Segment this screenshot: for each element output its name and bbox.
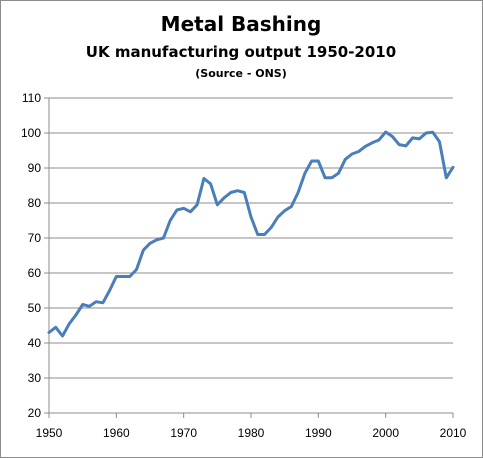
y-tick-label: 30 — [28, 371, 42, 385]
series-line — [47, 130, 455, 338]
y-tick-label: 80 — [28, 196, 42, 210]
series-layer — [47, 130, 455, 338]
chart-title: Metal Bashing — [161, 12, 322, 36]
gridlines — [49, 97, 453, 379]
y-tick-label: 60 — [28, 266, 42, 280]
tick-labels: 20 30 40 50 60 70 80 90 100 110 1950 1960 1970 1980 19… — [21, 91, 467, 440]
axes — [44, 97, 454, 418]
x-tick-label: 2000 — [372, 426, 399, 440]
x-tick-label: 1980 — [238, 426, 265, 440]
y-tick-label: 50 — [28, 301, 42, 315]
y-tick-label: 90 — [28, 161, 42, 175]
y-tick-label: 110 — [22, 91, 41, 105]
x-tick-label: 1970 — [170, 426, 197, 440]
y-tick-label: 20 — [28, 406, 42, 420]
x-tick-label: 1950 — [36, 426, 63, 440]
x-tick-label: 1990 — [305, 426, 332, 440]
y-tick-label: 100 — [21, 126, 41, 140]
y-tick-label: 40 — [28, 336, 42, 350]
x-tick-label: 2010 — [440, 426, 467, 440]
x-tick-label: 1960 — [103, 426, 130, 440]
y-tick-label: 70 — [28, 231, 42, 245]
chart-source-note: (Source - ONS) — [195, 67, 286, 80]
chart-subtitle: UK manufacturing output 1950-2010 — [86, 43, 396, 61]
